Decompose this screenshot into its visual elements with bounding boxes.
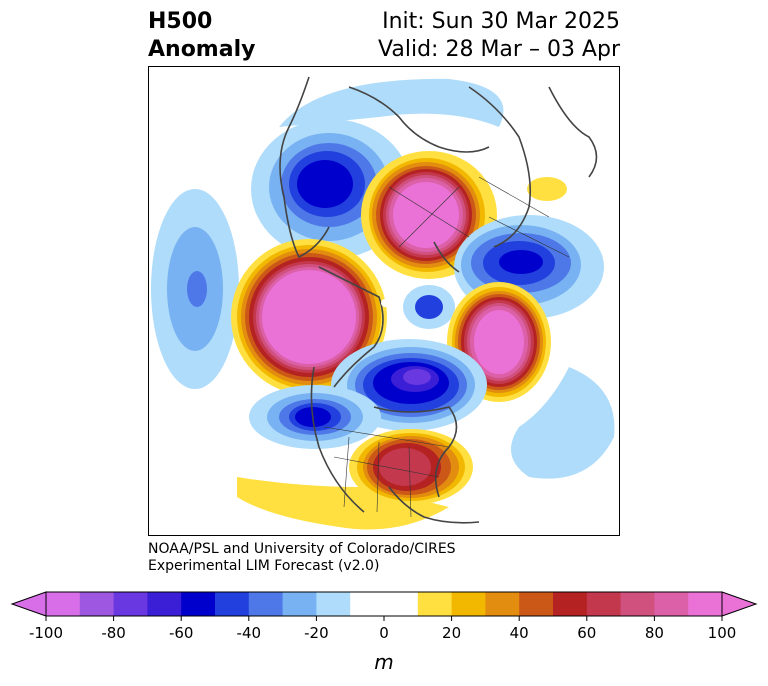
colorbar-tick-label: 80 (645, 624, 664, 642)
colorbar-tick-label: 60 (577, 624, 596, 642)
political-borders (323, 176, 570, 518)
colorbar-segment (113, 592, 148, 616)
colorbar-segment (654, 592, 689, 616)
dateline-trough (151, 189, 239, 389)
colorbar-ticks: -100 -80 -60 -40 -20 0 20 40 60 80 100 (29, 616, 736, 642)
colorbar-segment (350, 592, 385, 616)
colorbar-extend-high (721, 591, 758, 617)
top-trough-arc (279, 78, 504, 127)
atlantic-trough-band (511, 367, 615, 479)
colorbar-segment (485, 592, 520, 616)
colorbar-tick-label: -60 (169, 624, 194, 642)
colorbar-segments (10, 591, 758, 617)
colorbar-segment (620, 592, 655, 616)
pole-marker (381, 299, 389, 307)
colorbar-tick-label: -80 (101, 624, 126, 642)
colorbar-segment (688, 592, 723, 616)
europe-ridge-small (527, 177, 567, 201)
colorbar-tick-label: 100 (708, 624, 737, 642)
colorbar-segment (215, 592, 250, 616)
colorbar-segment (451, 592, 486, 616)
valid-range: Valid: 28 Mar – 03 Apr (378, 37, 620, 62)
colorbar-segment (417, 592, 453, 616)
map-panel (148, 66, 620, 536)
colorbar: -100 -80 -60 -40 -20 0 20 40 60 80 100 m (10, 591, 758, 674)
colorbar-segment (384, 592, 419, 616)
init-date: Init: Sun 30 Mar 2025 (382, 9, 620, 34)
colorbar-segment (46, 592, 81, 616)
siberian-trough (251, 119, 411, 259)
title-variable: H500 (148, 9, 213, 34)
colorbar-extend-low (10, 591, 47, 617)
coastlines (279, 76, 598, 524)
colorbar-segment (553, 592, 588, 616)
credit: NOAA/PSL and University of Colorado/CIRE… (148, 541, 456, 575)
title-right: Init: Sun 30 Mar 2025 Valid: 28 Mar – 03… (378, 8, 620, 64)
north-atlantic-ridge (447, 282, 551, 402)
colorbar-unit: m (374, 650, 393, 674)
colorbar-segment (519, 592, 554, 616)
credit-line1: NOAA/PSL and University of Colorado/CIRE… (148, 541, 456, 557)
anomaly-map (151, 76, 615, 530)
colorbar-tick-label: 20 (442, 624, 461, 642)
colorbar-segment (282, 592, 317, 616)
colorbar-segment (316, 592, 351, 616)
title-left: H500 Anomaly (148, 8, 255, 64)
title-field: Anomaly (148, 37, 256, 62)
colorbar-segment (181, 592, 216, 616)
colorbar-segment (248, 592, 284, 616)
colorbar-segment (147, 592, 182, 616)
colorbar-tick-label: -100 (29, 624, 63, 642)
colorbar-tick-label: -20 (304, 624, 329, 642)
arctic-ridge (361, 151, 497, 279)
colorbar-tick-label: 0 (379, 624, 389, 642)
credit-line2: Experimental LIM Forecast (v2.0) (148, 558, 380, 574)
western-us-trough (249, 385, 381, 449)
colorbar-tick-label: -40 (237, 624, 262, 642)
colorbar-segment (79, 592, 115, 616)
north-pacific-ridge (231, 239, 387, 395)
colorbar-segment (586, 592, 622, 616)
southeast-us-ridge (237, 429, 473, 530)
colorbar-tick-label: 40 (510, 624, 529, 642)
